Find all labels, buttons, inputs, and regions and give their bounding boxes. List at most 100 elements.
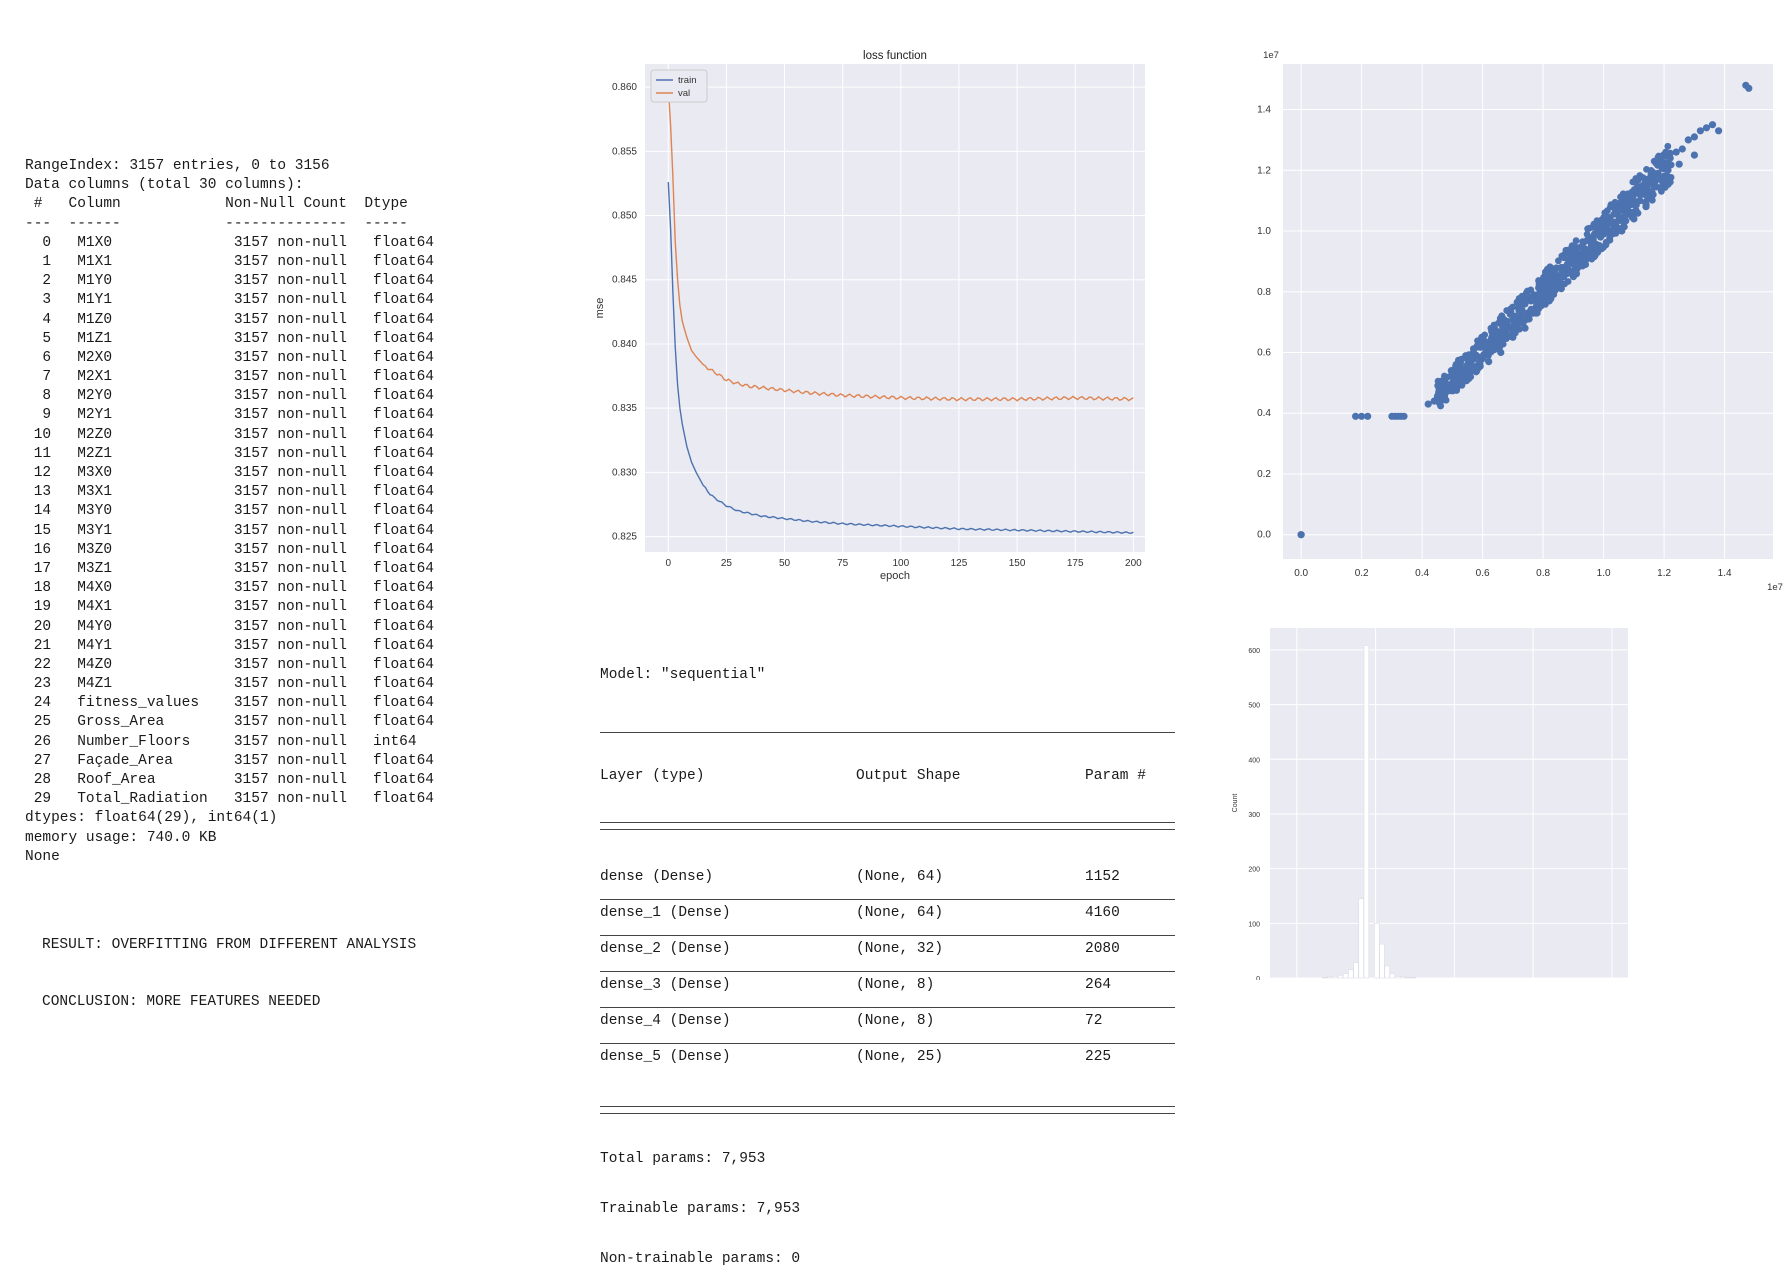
info-column-row: 2 M1Y0 3157 non-null float64 [25, 273, 434, 290]
x-tick-label: 75 [837, 558, 849, 569]
y-tick-label: 600 [1248, 648, 1260, 655]
scatter-point [1593, 231, 1601, 239]
scatter-point [1441, 392, 1449, 400]
scatter-point [1662, 177, 1670, 185]
layer-output-shape: (None, 25) [856, 1049, 944, 1065]
chart-title: loss function [863, 50, 927, 62]
scatter-point [1533, 297, 1541, 305]
scatter-point [1548, 264, 1555, 272]
y-tick-label: 1.0 [1257, 226, 1271, 237]
summary-bottom-rule [600, 1106, 1175, 1114]
scatter-point [1437, 402, 1444, 410]
layer-name: dense_2 (Dense) [600, 941, 731, 957]
header-layer: Layer (type) [600, 768, 705, 784]
info-column-row: 12 M3X0 3157 non-null float64 [25, 465, 434, 481]
y-tick-label: 0.840 [612, 339, 637, 350]
layer-param-count: 264 [1085, 977, 1112, 993]
y-tick-label: 100 [1248, 921, 1260, 928]
scatter-point [1518, 292, 1526, 300]
scatter-point [1641, 176, 1649, 184]
scatter-point [1641, 198, 1649, 206]
info-header-line: Data columns (total 30 columns): [25, 177, 304, 194]
histogram-bar [1363, 645, 1370, 979]
scatter-point [1504, 317, 1511, 325]
legend-label-train: train [678, 75, 696, 86]
info-column-row: 19 M4X1 3157 non-null float64 [25, 599, 434, 616]
scatter-point [1468, 357, 1475, 365]
prediction-scatter-chart: 0.0 0.2 0.4 0.6 0.8 1.0 1.2 1.4 0.0 0.2 0.4 0.6 0.8 1… [1257, 50, 1783, 593]
info-column-row: 4 M1Z0 3157 non-null float64 [25, 311, 434, 328]
scatter-point [1576, 243, 1584, 251]
series-line-val [667, 87, 1134, 402]
conclusion-line: CONCLUSION: MORE FEATURES NEEDED [42, 994, 321, 1010]
scatter-point [1553, 264, 1560, 272]
scatter-point [1498, 312, 1506, 320]
info-column-row: 27 Façade_Area 3157 non-null float64 [25, 752, 434, 769]
scatter-point [1675, 160, 1683, 168]
scatter-point [1572, 237, 1580, 245]
layer-name: dense_4 (Dense) [600, 1013, 731, 1029]
y-tick-label: 1.2 [1257, 165, 1271, 176]
plot-area [645, 64, 1145, 552]
scatter-point [1664, 142, 1672, 150]
scatter-point [1582, 253, 1590, 261]
scatter-point [1460, 367, 1468, 374]
scatter-point [1555, 257, 1562, 265]
legend-label-val: val [678, 88, 690, 99]
info-column-row: 13 M3X1 3157 non-null float64 [25, 484, 434, 501]
summary-top-rule [600, 732, 1175, 733]
scatter-point [1358, 412, 1366, 420]
scatter-point [1665, 160, 1672, 168]
layer-param-count: 2080 [1085, 941, 1120, 957]
histogram-bar [1327, 976, 1333, 979]
legend [650, 69, 708, 103]
x-tick-label: 0.4 [1415, 568, 1429, 579]
scatter-point [1542, 293, 1549, 300]
y-tick-label: 0 [1256, 976, 1260, 980]
scatter-point [1602, 238, 1610, 246]
scatter-point [1495, 345, 1503, 353]
histogram-bar [1400, 976, 1406, 979]
layer-output-shape: (None, 32) [856, 941, 944, 957]
layer-output-shape: (None, 64) [856, 905, 944, 921]
scatter-point [1630, 188, 1638, 196]
histogram-bar [1410, 977, 1416, 979]
scatter-point [1634, 177, 1642, 184]
y-tick-label: 500 [1248, 703, 1260, 710]
scatter-point [1590, 249, 1598, 257]
scatter-point [1639, 189, 1647, 197]
scatter-point [1470, 345, 1477, 352]
info-column-row: 24 fitness_values 3157 non-null float64 [25, 695, 434, 712]
scatter-point [1424, 400, 1432, 408]
info-header-line: # Column Non-Null Count Dtype [25, 196, 426, 213]
info-column-row: 6 M2X0 3157 non-null float64 [25, 349, 434, 366]
layer-param-count: 4160 [1085, 905, 1120, 921]
x-tick-label: 0.0 [1294, 568, 1308, 579]
scatter-point [1678, 145, 1686, 153]
info-column-row: 9 M2Y1 3157 non-null float64 [25, 407, 434, 424]
scatter-point [1715, 127, 1723, 135]
scatter-point [1447, 387, 1455, 395]
scatter-point [1598, 245, 1605, 253]
info-footer-line: dtypes: float64(29), int64(1) [25, 810, 278, 827]
scatter-point [1498, 318, 1506, 326]
scatter-point [1570, 250, 1578, 258]
layer-row: dense_1 (Dense) (None, 64) 4160 [600, 902, 1175, 924]
scatter-point [1541, 280, 1549, 287]
scatter-point [1527, 306, 1535, 313]
scatter-point [1580, 259, 1587, 266]
scatter-point [1607, 219, 1615, 226]
scatter-point [1690, 151, 1698, 159]
scatter-point [1515, 317, 1522, 325]
y-tick-label: 0.850 [612, 211, 637, 222]
layer-separator [600, 899, 1175, 900]
info-column-row: 21 M4Y1 3157 non-null float64 [25, 637, 434, 654]
scatter-point [1548, 291, 1555, 299]
loss-function-chart: 0 25 50 75 100 125 150 175 200 0.825 0.830 0.835 0.8… [594, 50, 1145, 582]
x-tick-label: 1.4 [1718, 568, 1732, 579]
layer-output-shape: (None, 8) [856, 977, 935, 993]
layer-separator [600, 935, 1175, 936]
scatter-point [1648, 196, 1656, 204]
layer-separator [600, 1043, 1175, 1044]
info-column-row: 22 M4Z0 3157 non-null float64 [25, 656, 434, 673]
